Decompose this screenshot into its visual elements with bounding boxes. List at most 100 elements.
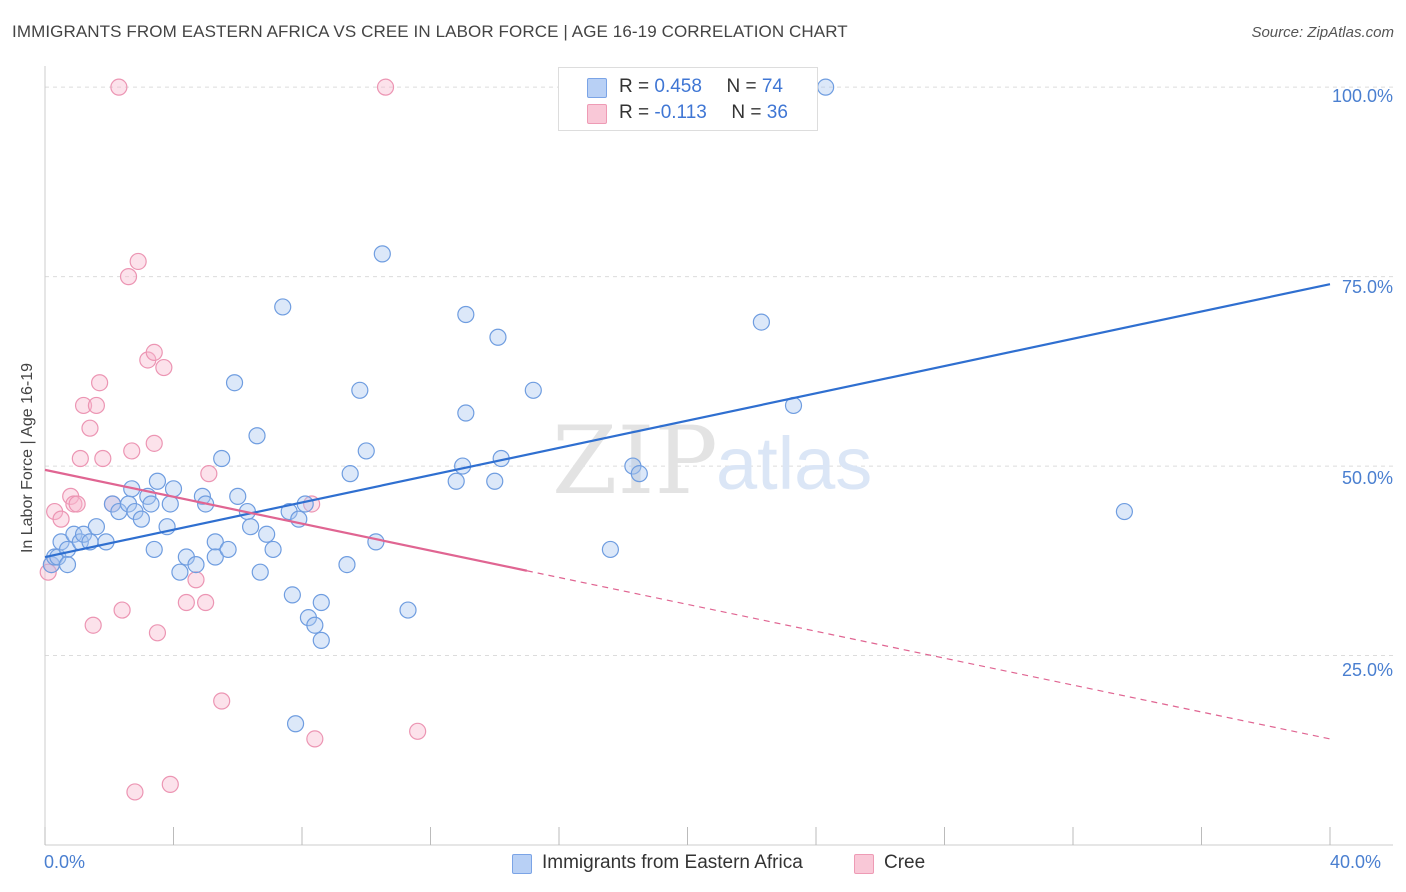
- trend-lines: [44, 283, 1331, 740]
- eastern-africa-point: [274, 298, 292, 316]
- cree-point: [409, 722, 427, 740]
- series-label-eastern-africa: Immigrants from Eastern Africa: [542, 852, 803, 873]
- series-swatch-blue: [512, 854, 532, 874]
- eastern-africa-point: [213, 449, 231, 468]
- eastern-africa-point: [373, 245, 391, 263]
- cree-trendline-extrapolated: [526, 570, 1331, 740]
- legend-n-label: N =: [726, 76, 762, 97]
- cree-point: [84, 616, 102, 634]
- cree-point: [52, 510, 70, 528]
- eastern-africa-point: [283, 586, 301, 604]
- y-tick-100: 100.0%: [1331, 86, 1393, 106]
- legend-n-value: 36: [766, 102, 788, 123]
- eastern-africa-points: [42, 78, 1134, 733]
- eastern-africa-point: [524, 381, 542, 399]
- eastern-africa-point: [229, 487, 247, 505]
- eastern-africa-point: [630, 465, 648, 483]
- cree-point: [213, 692, 231, 710]
- eastern-africa-point: [258, 525, 276, 543]
- cree-point: [119, 268, 138, 286]
- cree-point: [126, 783, 144, 801]
- x-tick-min: 0.0%: [44, 852, 86, 872]
- eastern-africa-point: [457, 404, 475, 422]
- cree-point: [200, 465, 218, 483]
- cree-point: [148, 624, 167, 642]
- cree-point: [145, 343, 163, 362]
- cree-point: [161, 775, 179, 793]
- eastern-africa-point: [752, 313, 770, 331]
- source-label: Source: ZipAtlas.com: [1251, 24, 1394, 41]
- cree-point: [81, 419, 99, 437]
- eastern-africa-trendline: [44, 283, 1331, 559]
- legend-n-value: 74: [761, 76, 783, 97]
- y-tick-50: 50.0%: [1341, 468, 1393, 488]
- eastern-africa-point: [486, 472, 504, 490]
- eastern-africa-point: [601, 540, 620, 559]
- eastern-africa-point: [817, 78, 835, 96]
- cree-point: [155, 358, 173, 377]
- cree-point: [87, 396, 106, 415]
- eastern-africa-point: [351, 381, 369, 399]
- cree-point: [306, 730, 324, 748]
- cree-point: [94, 449, 112, 468]
- eastern-africa-point: [264, 540, 282, 559]
- eastern-africa-point: [187, 555, 205, 574]
- eastern-africa-point: [164, 480, 183, 498]
- cree-point: [74, 396, 93, 415]
- legend-swatch-blue: [587, 78, 607, 98]
- grid-layer: [45, 86, 1393, 657]
- cree-point: [177, 593, 195, 612]
- cree-point: [110, 78, 128, 96]
- watermark-atlas: atlas: [716, 422, 872, 505]
- eastern-africa-point: [242, 518, 260, 536]
- eastern-africa-point: [312, 631, 330, 649]
- watermark-zip: ZIP: [552, 407, 718, 516]
- eastern-africa-point: [251, 563, 269, 581]
- series-swatch-pink: [854, 854, 874, 874]
- y-tick-25: 25.0%: [1341, 660, 1393, 680]
- legend-r-label: R =: [619, 76, 655, 97]
- cree-points: [39, 78, 427, 801]
- eastern-africa-point: [338, 555, 356, 574]
- eastern-africa-point: [367, 533, 385, 551]
- eastern-africa-point: [58, 555, 77, 574]
- eastern-africa-point: [132, 510, 150, 528]
- eastern-africa-point: [87, 518, 106, 536]
- eastern-africa-point: [399, 601, 417, 619]
- eastern-africa-point: [357, 442, 375, 460]
- eastern-africa-point: [312, 593, 330, 612]
- axis-layer: [44, 66, 1393, 846]
- legend-r-label: R =: [619, 102, 655, 123]
- eastern-africa-point: [171, 563, 189, 581]
- cree-point: [113, 601, 131, 619]
- cree-point: [145, 434, 163, 452]
- eastern-africa-point: [219, 540, 237, 559]
- cree-trendline: [44, 468, 528, 572]
- watermark: ZIP atlas: [552, 407, 872, 516]
- eastern-africa-point: [206, 533, 224, 551]
- eastern-africa-point: [447, 472, 465, 490]
- cree-point: [376, 78, 395, 96]
- legend-n-label: N =: [731, 102, 767, 123]
- legend-r-value: 0.458: [654, 76, 702, 97]
- correlation-legend: R = 0.458 N = 74 R = -0.113 N = 36: [558, 67, 818, 131]
- eastern-africa-point: [142, 495, 160, 513]
- eastern-africa-point: [457, 305, 475, 324]
- cree-point: [129, 252, 147, 271]
- cree-point: [197, 593, 215, 612]
- eastern-africa-point: [225, 374, 244, 392]
- cree-point: [91, 374, 109, 392]
- eastern-africa-point: [148, 472, 167, 490]
- eastern-africa-point: [489, 328, 507, 346]
- eastern-africa-point: [306, 616, 324, 634]
- eastern-africa-point: [286, 715, 305, 733]
- eastern-africa-point: [206, 548, 224, 566]
- legend-r-value: -0.113: [654, 102, 707, 123]
- cree-point: [68, 495, 86, 513]
- y-tick-75: 75.0%: [1341, 277, 1393, 297]
- cree-point: [187, 571, 205, 589]
- eastern-africa-point: [341, 465, 359, 483]
- eastern-africa-point: [1115, 502, 1134, 521]
- chart-title: IMMIGRANTS FROM EASTERN AFRICA VS CREE I…: [12, 22, 848, 41]
